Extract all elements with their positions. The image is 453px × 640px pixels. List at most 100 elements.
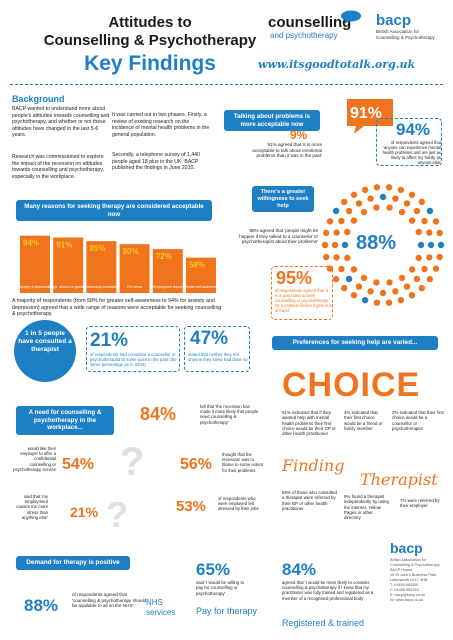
person-icon: [361, 296, 369, 304]
question-mark-icon-2: ?: [106, 494, 128, 535]
subtitle: Key Findings: [84, 52, 216, 75]
person-icon: [397, 186, 405, 194]
counselling-logo-sub: and psychotherapy: [270, 31, 338, 40]
title-line-1: Attitudes to: [108, 14, 192, 31]
consulted-47: 47%: [190, 328, 229, 349]
person-icon: [385, 184, 393, 191]
footer-line: 15 St John's Business Park: [390, 573, 437, 577]
person-icon: [426, 229, 433, 236]
person-icon: [326, 218, 334, 225]
person-icon: [397, 296, 405, 304]
person-icon: [408, 266, 416, 273]
person-icon: [426, 254, 433, 261]
bar-category-label-2: Relationship breakdown: [83, 285, 119, 289]
consulted-circle: [14, 320, 76, 382]
bar-0: [20, 235, 50, 293]
talking-banner: Talking about problems is more acceptabl…: [224, 110, 320, 131]
person-icon: [415, 254, 422, 262]
bacp-logo: bacp: [376, 12, 412, 29]
footer-line: F: 01455 550243: [390, 588, 419, 592]
footer-line: W: www.bacp.co.uk: [390, 598, 424, 602]
bar-4: [152, 249, 183, 293]
person-icon: [373, 279, 380, 286]
person-icon: [403, 200, 411, 207]
preferences-banner: Preferences for seeking help are varied.…: [272, 336, 438, 350]
nhs-label: NHS services: [146, 598, 176, 617]
person-icon: [415, 228, 422, 236]
workplace-54-text: would like their employer to offer a con…: [13, 446, 56, 472]
bar-value-label-0: 94%: [23, 239, 39, 248]
choice-word: CHOICE: [282, 366, 421, 404]
person-icon: [392, 288, 399, 295]
consulted-21: 21%: [90, 330, 129, 351]
person-icon: [408, 191, 416, 198]
person-icon: [436, 229, 443, 237]
person-icon: [341, 241, 349, 249]
finding-65: 65% of those who consulted a therapist w…: [282, 490, 337, 511]
person-icon: [432, 218, 440, 225]
talking-small-pct: 9%: [290, 128, 308, 142]
willingness-banner: There's a greater willingness to seek he…: [252, 186, 314, 213]
finding-9: 9% found a therapist independently by us…: [344, 494, 389, 521]
person-icon: [350, 266, 358, 273]
person-icon: [417, 241, 425, 249]
website-link[interactable]: www.itsgoodtotalk.org.uk: [258, 58, 416, 71]
person-icon: [426, 275, 434, 283]
footer-bacp-logo: bacp: [390, 540, 423, 556]
bar-value-label-1: 91%: [56, 240, 72, 249]
choice-4: 4% indicated that their first choice wou…: [344, 410, 383, 431]
person-icon: [413, 207, 421, 215]
person-icon: [373, 204, 380, 211]
person-icon: [333, 229, 340, 236]
workplace-banner: A need for counselling & psychotherapy i…: [16, 406, 114, 435]
pct-88: 88%: [356, 232, 397, 254]
person-icon: [332, 207, 340, 215]
person-icon: [344, 228, 351, 236]
bar-category-label-3: For stress: [127, 285, 142, 289]
person-icon: [338, 265, 345, 273]
workplace-21: 21%: [70, 504, 99, 520]
person-icon: [373, 299, 381, 306]
person-icon: [379, 193, 387, 201]
title: Attitudes to Counselling & Psychotherapy: [0, 14, 300, 50]
person-icon: [345, 207, 353, 215]
bar-2: [86, 241, 117, 293]
bacp-logo-sub: British Association for Counselling & Ps…: [376, 29, 446, 41]
consulted-47-text: stated that neither they nor anyone they…: [188, 352, 248, 363]
background-p2: Research was commissioned to explore the…: [12, 154, 104, 180]
bar-category-label-4: Employment issues: [153, 285, 183, 289]
demand-65-text: said 'I would be willing to pay for coun…: [196, 580, 245, 596]
person-icon: [331, 241, 339, 249]
finding-7: 7% were referred by their employer: [400, 498, 440, 509]
person-icon: [418, 198, 426, 206]
bar-1: [53, 237, 84, 293]
demand-88-text: of respondents agreed that 'counselling …: [72, 592, 147, 609]
registered-label: Registered & trained: [282, 618, 365, 628]
reasons-banner: Many reasons for seeking therapy are con…: [16, 200, 212, 221]
footer-line: British Association for: [390, 558, 427, 562]
person-icon: [418, 284, 426, 292]
choice-2: 2% indicated that their first choice wou…: [392, 410, 444, 431]
reasons-footnote: A majority of respondents (from 58% for …: [12, 298, 222, 318]
person-icon: [350, 292, 358, 299]
person-icon: [373, 184, 381, 191]
therapist-word: Therapist: [360, 470, 438, 489]
consulted-21-text: of respondents had consulted a counsello…: [90, 352, 177, 368]
workplace-54: 54%: [62, 456, 95, 473]
workplace-84: 84%: [140, 404, 177, 424]
background-p1: BACP wanted to understand more about peo…: [12, 106, 110, 139]
person-icon: [392, 195, 399, 202]
workplace-53-text: of respondents who were employed felt st…: [218, 496, 259, 512]
person-icon: [436, 253, 443, 261]
box-94: [376, 118, 442, 166]
workplace-56: 56%: [180, 456, 213, 473]
person-icon: [323, 253, 330, 261]
workplace-56-text: thought that the recession was to blame …: [222, 452, 264, 473]
workplace-21-text: said that 'my employment causes me more …: [16, 494, 48, 520]
footer-line: BACP House: [390, 568, 413, 572]
person-icon: [355, 283, 363, 290]
box-95: [271, 266, 333, 320]
pct-94-text: of respondents agreed that 'anyone can e…: [382, 140, 441, 165]
footer-line: T: 01455 883300: [390, 583, 419, 587]
background-title: Background: [12, 94, 65, 104]
